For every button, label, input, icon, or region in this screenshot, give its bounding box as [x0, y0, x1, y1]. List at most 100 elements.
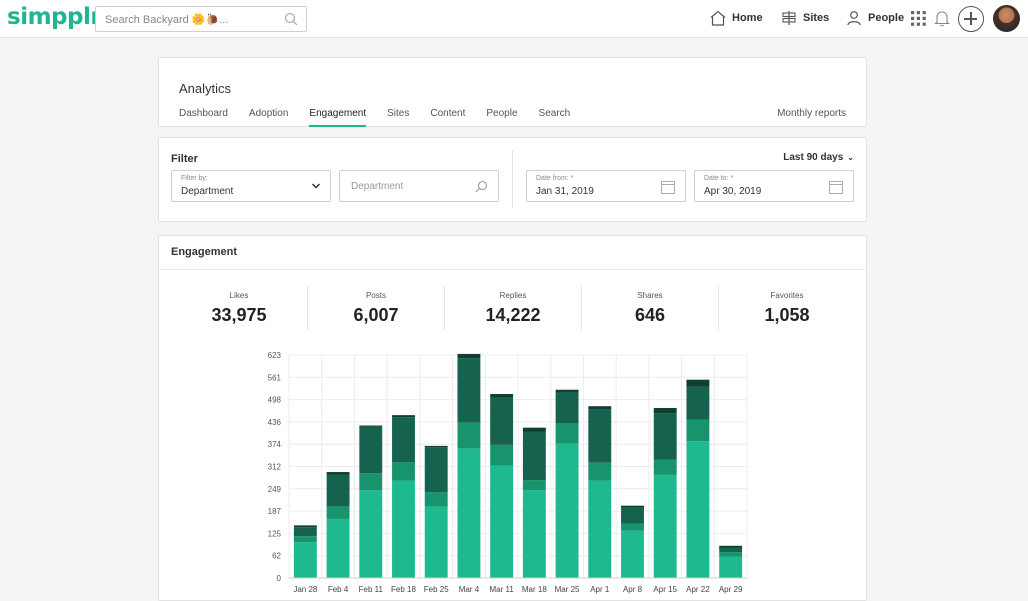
x-tick-label: Apr 22 [686, 585, 710, 594]
bar-segment [686, 379, 710, 387]
x-tick-label: Apr 29 [719, 585, 743, 594]
date-to-label: Date to: * [704, 175, 734, 182]
calendar-icon[interactable] [661, 180, 675, 194]
bar-segment [719, 545, 743, 548]
bar-segment [359, 426, 383, 474]
stat-label: Replies [499, 291, 527, 300]
date-to-field[interactable]: Date to: * Apr 30, 2019 [694, 170, 854, 202]
bar-segment [522, 480, 546, 491]
x-tick-label: Mar 25 [555, 585, 580, 594]
bar-segment [555, 389, 579, 393]
bar-segment [293, 525, 317, 528]
calendar-icon[interactable] [829, 180, 843, 194]
stat-label: Shares [637, 291, 663, 300]
bar-segment [588, 409, 612, 463]
bar-segment [555, 443, 579, 578]
tab-dashboard[interactable]: Dashboard [179, 108, 228, 119]
nav-sites[interactable]: Sites [780, 8, 829, 28]
bar-segment [359, 425, 383, 427]
chevron-down-icon: ⌄ [847, 153, 854, 162]
bar-segment [522, 431, 546, 481]
filter-card: Filter Last 90 days ⌄ Filter by: Departme… [158, 137, 867, 222]
bar-segment [621, 523, 644, 531]
y-tick-label: 561 [268, 373, 282, 382]
avatar[interactable] [993, 5, 1020, 32]
tab-people[interactable]: People [486, 108, 518, 119]
x-tick-label: Apr 1 [590, 585, 610, 594]
monthly-reports-link[interactable]: Monthly reports [777, 108, 846, 119]
analytics-header-card: Analytics Dashboard Adoption Engagement … [158, 57, 867, 127]
x-tick-label: Apr 8 [623, 585, 643, 594]
bar-segment [621, 530, 644, 578]
y-tick-label: 623 [268, 351, 282, 360]
bar-segment [490, 397, 514, 445]
tab-search[interactable]: Search [538, 108, 571, 119]
stat-label: Favorites [770, 291, 804, 300]
bar-segment [653, 413, 677, 460]
y-tick-label: 312 [268, 463, 282, 472]
bar-segment [392, 417, 415, 463]
y-tick-label: 187 [268, 507, 282, 516]
notification-bell-icon[interactable] [934, 9, 950, 27]
date-from-label: Date from: * [536, 175, 574, 182]
department-placeholder: Department [351, 181, 404, 192]
nav-sites-label: Sites [803, 12, 830, 24]
x-tick-label: Mar 18 [522, 585, 547, 594]
bar-segment [424, 447, 448, 493]
nav-people[interactable]: People [845, 8, 904, 28]
x-tick-label: Feb 18 [391, 585, 416, 594]
bar-segment [326, 506, 350, 519]
bar-segment [457, 448, 481, 578]
stat-value: 14,222 [485, 305, 541, 325]
bar-segment [326, 518, 350, 578]
stat-value: 646 [634, 305, 666, 325]
stat-favorites: Favorites 1,058 [718, 286, 855, 330]
create-button[interactable] [958, 6, 984, 32]
tab-engagement[interactable]: Engagement [309, 108, 367, 127]
date-range-dropdown[interactable]: Last 90 days ⌄ [783, 152, 854, 163]
date-to-value: Apr 30, 2019 [704, 186, 762, 197]
tab-content[interactable]: Content [430, 108, 466, 119]
chevron-down-icon [311, 183, 321, 189]
bar-segment [457, 422, 481, 449]
apps-grid-icon[interactable] [911, 11, 926, 26]
bar-segment [686, 419, 710, 442]
bar-segment [490, 444, 514, 466]
date-from-value: Jan 31, 2019 [536, 186, 594, 197]
bar-segment [555, 423, 579, 444]
nav-home-label: Home [732, 12, 763, 24]
department-search-input[interactable]: Department [339, 170, 499, 202]
bar-segment [522, 490, 546, 578]
filter-by-select[interactable]: Filter by: Department [171, 170, 331, 202]
simpplr-logo[interactable]: simpplr. [7, 4, 107, 30]
engagement-stats: Likes 33,975 Posts 6,007 Replies 14,222 … [171, 286, 855, 330]
bar-segment [653, 459, 677, 475]
stat-value: 33,975 [211, 305, 267, 325]
y-tick-label: 62 [272, 552, 281, 561]
bar-segment [653, 474, 677, 578]
tab-adoption[interactable]: Adoption [248, 108, 289, 119]
search-icon[interactable] [284, 12, 298, 26]
stat-replies: Replies 14,222 [444, 286, 581, 330]
search-icon [475, 180, 488, 193]
x-tick-label: Feb 4 [328, 585, 349, 594]
x-tick-label: Jan 28 [293, 585, 318, 594]
tab-sites[interactable]: Sites [387, 108, 410, 119]
bar-segment [686, 386, 710, 420]
bar-segment [719, 552, 743, 557]
page-title: Analytics [179, 81, 232, 96]
bar-segment [490, 394, 514, 398]
nav-home[interactable]: Home [709, 8, 763, 28]
bar-segment [392, 462, 415, 481]
engagement-bar-chart: 0 62 125 187 249 312 374 436 498 561 623 Jan 28 Feb … [268, 351, 748, 594]
stat-value: 6,007 [353, 305, 399, 325]
global-search-input[interactable]: Search Backyard 🌼🐌... [95, 6, 307, 32]
bar-segment [490, 465, 514, 578]
top-nav: simpplr. Search Backyard 🌼🐌... Home Site… [0, 0, 1028, 38]
date-from-field[interactable]: Date from: * Jan 31, 2019 [526, 170, 686, 202]
x-tick-label: Mar 4 [459, 585, 480, 594]
x-tick-label: Feb 11 [359, 585, 384, 594]
stat-label: Posts [365, 291, 386, 300]
x-tick-label: Apr 15 [653, 585, 677, 594]
divider [159, 269, 866, 270]
